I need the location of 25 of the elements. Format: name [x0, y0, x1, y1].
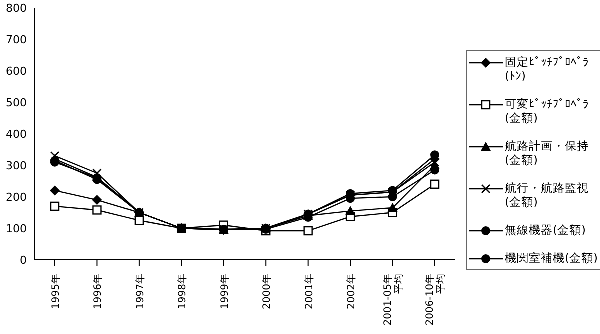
x-tick-label: 1995年: [50, 274, 62, 310]
legend-label: 航行・航路監視(金額): [505, 181, 590, 209]
x-tick-label: 2006-10年平均: [424, 274, 447, 326]
y-tick-label: 200: [6, 190, 27, 204]
x-tick-label: 1998年: [176, 274, 189, 310]
y-tick-label: 400: [6, 128, 27, 141]
y-tick-label: 100: [6, 222, 27, 236]
legend-label: 機関室補機(金額): [505, 251, 598, 265]
legend-label: 固定ﾋﾟｯﾁﾌﾟﾛﾍﾟﾗ(ﾄﾝ): [505, 55, 590, 83]
legend-label: 航路計画・保持(金額): [505, 139, 590, 167]
y-tick-label: 500: [6, 96, 27, 110]
legend-label: 無線機器(金額): [505, 223, 586, 237]
x-tick-label: 2001年: [303, 274, 316, 310]
x-tick-label: 1996年: [92, 274, 104, 310]
x-tick-label: 1997年: [134, 274, 146, 310]
x-tick-label: 2000年: [261, 274, 274, 310]
y-tick-label: 0: [20, 254, 27, 267]
y-tick-label: 600: [6, 64, 27, 78]
x-tick-label: 2002年: [346, 274, 358, 310]
y-tick-label: 300: [6, 159, 27, 172]
legend-label: 可変ﾋﾟｯﾁﾌﾟﾛﾍﾟﾗ(金額): [505, 97, 590, 125]
y-tick-label: 700: [6, 33, 27, 46]
x-tick-label: 2001-05年平均: [382, 274, 405, 326]
y-tick-label: 800: [6, 2, 27, 15]
x-tick-label: 1999年: [218, 274, 231, 310]
